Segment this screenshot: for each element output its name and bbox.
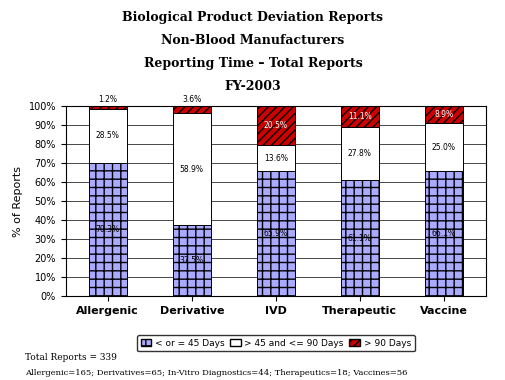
Bar: [340, 180, 378, 296]
Text: 58.9%: 58.9%: [179, 165, 204, 174]
Text: Reporting Time – Total Reports: Reporting Time – Total Reports: [143, 57, 362, 70]
Text: 28.5%: 28.5%: [95, 131, 120, 140]
Bar: [173, 113, 210, 225]
Text: 25.0%: 25.0%: [431, 142, 455, 152]
Text: 61.1%: 61.1%: [347, 234, 371, 243]
Text: Total Reports = 339: Total Reports = 339: [25, 353, 117, 363]
Text: 27.8%: 27.8%: [347, 149, 371, 158]
Text: 70.3%: 70.3%: [95, 225, 120, 234]
Bar: [340, 106, 378, 128]
Bar: [89, 106, 126, 109]
Bar: [173, 106, 210, 113]
Bar: [173, 225, 210, 296]
Bar: [89, 163, 126, 296]
Text: 8.9%: 8.9%: [433, 110, 452, 119]
Bar: [257, 146, 294, 171]
Bar: [424, 171, 462, 296]
Text: 1.2%: 1.2%: [98, 95, 117, 104]
Bar: [89, 109, 126, 163]
Legend: < or = 45 Days, > 45 and <= 90 Days, > 90 Days: < or = 45 Days, > 45 and <= 90 Days, > 9…: [137, 335, 414, 352]
Text: 3.6%: 3.6%: [182, 95, 201, 104]
Text: FY-2003: FY-2003: [224, 80, 281, 93]
Text: 37.5%: 37.5%: [179, 256, 204, 265]
Text: 13.6%: 13.6%: [263, 154, 287, 163]
Bar: [424, 106, 462, 124]
Text: Non-Blood Manufacturers: Non-Blood Manufacturers: [161, 34, 344, 47]
Bar: [340, 128, 378, 180]
Bar: [257, 106, 294, 146]
Bar: [424, 124, 462, 171]
Text: 65.9%: 65.9%: [263, 229, 287, 238]
Text: Allergenic=165; Derivatives=65; In-Vitro Diagnostics=44; Therapeutics=18; Vaccin: Allergenic=165; Derivatives=65; In-Vitro…: [25, 369, 407, 377]
Text: 66.1%: 66.1%: [431, 229, 455, 238]
Y-axis label: % of Reports: % of Reports: [13, 166, 23, 237]
Bar: [257, 171, 294, 296]
Text: 20.5%: 20.5%: [263, 121, 287, 130]
Text: 11.1%: 11.1%: [347, 112, 371, 122]
Text: Biological Product Deviation Reports: Biological Product Deviation Reports: [122, 11, 383, 24]
